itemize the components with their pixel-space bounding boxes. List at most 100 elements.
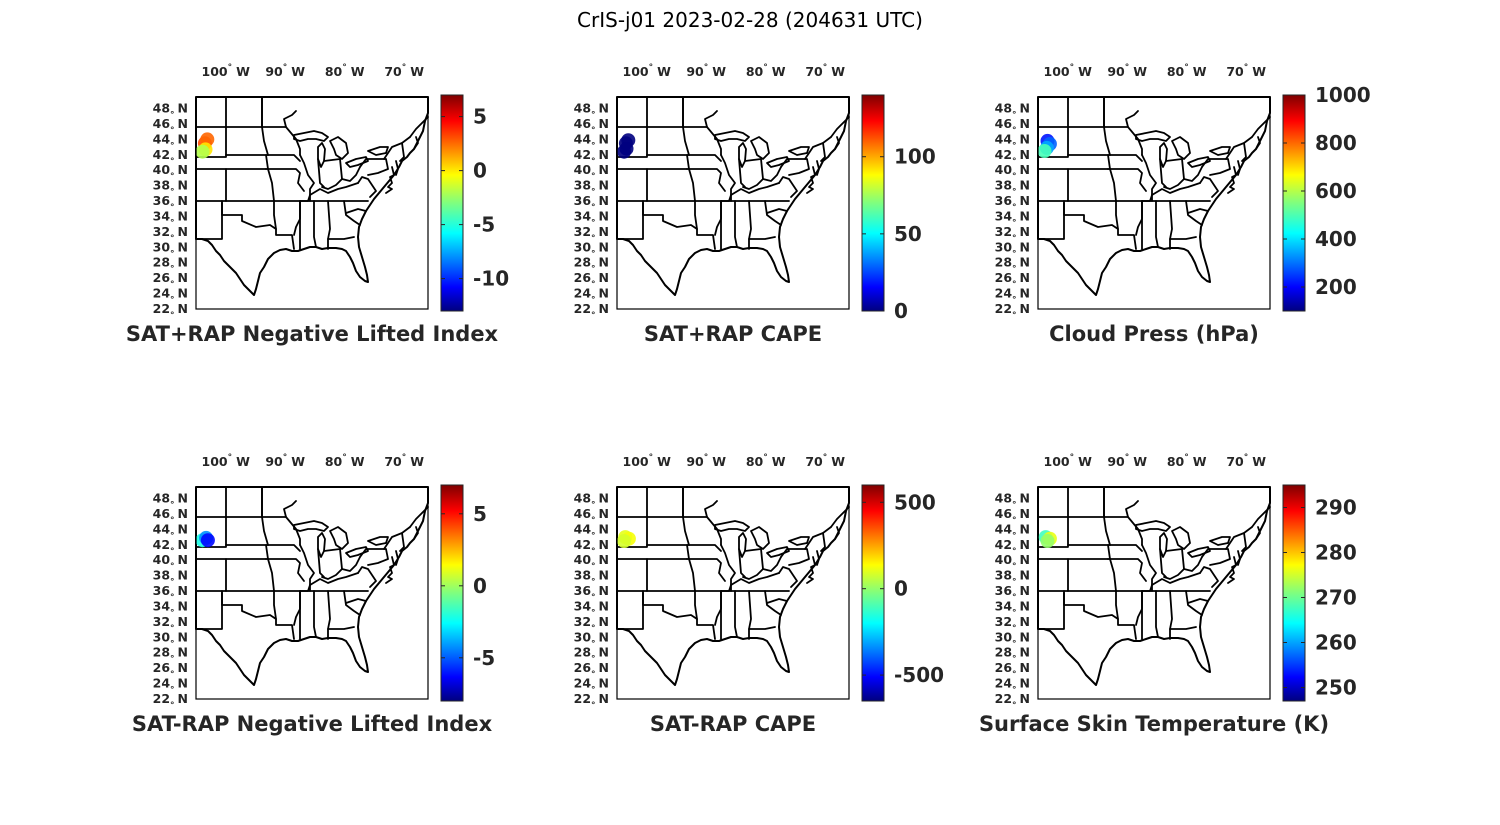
- latitude-tick-label: 24° N: [153, 676, 188, 696]
- latitude-tick-label: 44° N: [995, 521, 1030, 541]
- latitude-tick-label: 46° N: [153, 116, 188, 136]
- map-panel: 100° W 90° W 80° W 70° W 48° N46° N44° N42° N40° N38°…: [979, 453, 1357, 736]
- colorbar-tick-label: 600: [1315, 179, 1357, 203]
- colorbar: [1282, 484, 1306, 702]
- map-panel: 100° W 90° W 80° W 70° W 48° N46° N44° N42° N40° N38°…: [995, 63, 1371, 346]
- latitude-tick-label: 22° N: [574, 301, 609, 321]
- longitude-tick-label: 100° W: [1044, 453, 1093, 469]
- latitude-tick-label: 28° N: [574, 645, 609, 665]
- us-state-map: [616, 96, 850, 310]
- latitude-tick-label: 38° N: [995, 568, 1030, 588]
- longitude-tick-label: 70° W: [1226, 63, 1266, 79]
- latitude-tick-label: 30° N: [153, 629, 188, 649]
- map-frame: [616, 486, 850, 700]
- longitude-tick-label: 80° W: [1167, 63, 1207, 79]
- latitude-tick-label: 44° N: [153, 521, 188, 541]
- map-panel: 100° W 90° W 80° W 70° W 48° N46° N44° N42° N40° N38°…: [132, 453, 495, 736]
- latitude-tick-label: 36° N: [153, 193, 188, 213]
- map-frame: [1037, 96, 1271, 310]
- latitude-tick-label: 38° N: [574, 568, 609, 588]
- panel-title: SAT-RAP CAPE: [650, 712, 816, 736]
- latitude-tick-label: 24° N: [995, 286, 1030, 306]
- latitude-tick-label: 46° N: [995, 506, 1030, 526]
- longitude-tick-label: 90° W: [265, 453, 305, 469]
- latitude-tick-label: 28° N: [153, 255, 188, 275]
- longitude-tick-label: 70° W: [805, 63, 845, 79]
- observation-point: [1037, 144, 1052, 158]
- latitude-tick-label: 46° N: [574, 506, 609, 526]
- colorbar-tick-label: 0: [473, 159, 487, 183]
- latitude-tick-label: 38° N: [995, 178, 1030, 198]
- us-state-map: [1037, 486, 1271, 700]
- colorbar-tick-label: -10: [473, 267, 509, 291]
- latitude-tick-label: 26° N: [574, 660, 609, 680]
- map-panel: 100° W 90° W 80° W 70° W 48° N46° N44° N42° N40° N38°…: [574, 63, 936, 346]
- latitude-tick-label: 48° N: [995, 491, 1030, 511]
- latitude-tick-label: 36° N: [574, 193, 609, 213]
- us-state-map: [1037, 96, 1271, 310]
- map-frame: [195, 96, 429, 310]
- colorbar-tick-label: 200: [1315, 275, 1357, 299]
- latitude-tick-label: 38° N: [574, 178, 609, 198]
- latitude-tick-label: 32° N: [153, 614, 188, 634]
- longitude-tick-label: 100° W: [202, 453, 251, 469]
- longitude-tick-label: 90° W: [265, 63, 305, 79]
- longitude-tick-label: 90° W: [686, 63, 726, 79]
- latitude-tick-label: 40° N: [153, 162, 188, 182]
- latitude-tick-label: 26° N: [995, 270, 1030, 290]
- latitude-tick-label: 36° N: [574, 583, 609, 603]
- latitude-tick-label: 42° N: [153, 537, 188, 557]
- map-panel: 100° W 90° W 80° W 70° W 48° N46° N44° N42° N40° N38°…: [574, 453, 944, 736]
- longitude-tick-label: 80° W: [325, 453, 365, 469]
- colorbar: [440, 484, 464, 702]
- latitude-tick-label: 30° N: [574, 239, 609, 259]
- observation-point: [200, 533, 215, 548]
- latitude-tick-label: 34° N: [995, 209, 1030, 229]
- panel-title: Cloud Press (hPa): [1049, 322, 1259, 346]
- latitude-tick-label: 24° N: [995, 676, 1030, 696]
- longitude-tick-label: 80° W: [746, 453, 786, 469]
- latitude-tick-label: 32° N: [995, 614, 1030, 634]
- latitude-tick-label: 46° N: [153, 506, 188, 526]
- colorbar-tick-label: 0: [894, 299, 908, 323]
- latitude-tick-label: 42° N: [153, 147, 188, 167]
- latitude-tick-label: 42° N: [995, 147, 1030, 167]
- colorbar-tick-label: 260: [1315, 631, 1357, 655]
- latitude-tick-label: 48° N: [995, 101, 1030, 121]
- latitude-tick-label: 26° N: [995, 660, 1030, 680]
- figure-title: CrIS-j01 2023-02-28 (204631 UTC): [577, 8, 923, 32]
- latitude-tick-label: 32° N: [995, 224, 1030, 244]
- colorbar-tick-label: -5: [473, 213, 495, 237]
- observation-point: [617, 534, 632, 548]
- longitude-tick-label: 100° W: [202, 63, 251, 79]
- us-state-map: [195, 96, 429, 310]
- longitude-tick-label: 70° W: [805, 453, 845, 469]
- latitude-tick-label: 34° N: [995, 599, 1030, 619]
- latitude-tick-label: 22° N: [995, 301, 1030, 321]
- colorbar: [1282, 94, 1306, 312]
- map-panels: 100° W 90° W 80° W 70° W48° N46° N44° N42° N40° N38°…: [126, 63, 1371, 736]
- colorbar-tick-label: 5: [473, 105, 487, 129]
- panel-title: SAT-RAP Negative Lifted Index: [132, 712, 493, 736]
- latitude-tick-label: 22° N: [574, 691, 609, 711]
- latitude-tick-label: 38° N: [153, 178, 188, 198]
- latitude-tick-label: 30° N: [153, 239, 188, 259]
- observation-point: [195, 144, 210, 159]
- us-state-map: [616, 486, 850, 700]
- latitude-tick-label: 22° N: [995, 691, 1030, 711]
- latitude-tick-label: 42° N: [574, 147, 609, 167]
- longitude-tick-label: 70° W: [384, 453, 424, 469]
- latitude-tick-label: 24° N: [153, 286, 188, 306]
- latitude-tick-label: 40° N: [995, 552, 1030, 572]
- latitude-tick-label: 34° N: [574, 209, 609, 229]
- colorbar-tick-label: 290: [1315, 496, 1357, 520]
- colorbar-tick-label: 0: [473, 574, 487, 598]
- latitude-tick-label: 36° N: [995, 583, 1030, 603]
- longitude-tick-label: 80° W: [1167, 453, 1207, 469]
- latitude-tick-label: 48° N: [153, 101, 188, 121]
- longitude-tick-label: 80° W: [325, 63, 365, 79]
- latitude-tick-label: 44° N: [574, 131, 609, 151]
- colorbar-tick-label: 5: [473, 502, 487, 526]
- latitude-tick-label: 48° N: [574, 101, 609, 121]
